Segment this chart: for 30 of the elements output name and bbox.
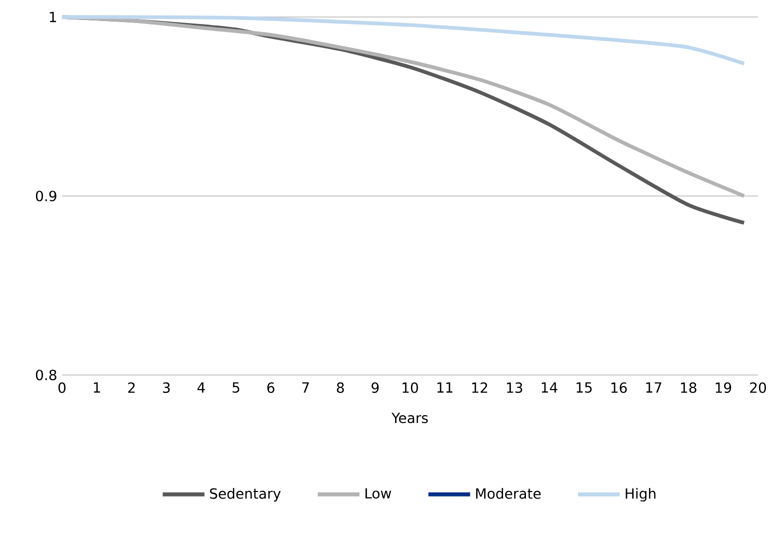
x-tick-label: 20 (750, 382, 766, 393)
x-tick-label: 8 (336, 382, 344, 393)
x-tick-label: 7 (302, 382, 309, 392)
x-tick-label: 1 (94, 382, 100, 392)
x-tick-label: 17 (646, 382, 662, 392)
x-tick-label: 4 (197, 382, 205, 392)
x-tick-label: 19 (716, 382, 732, 393)
x-tick-label: 13 (507, 382, 522, 393)
x-tick-label: 18 (681, 382, 696, 393)
x-axis-title: Years (392, 412, 428, 424)
legend-label: Moderate (476, 488, 541, 499)
x-tick-label: 15 (576, 382, 592, 393)
legend-label: Low (366, 488, 392, 498)
x-tick-label: 10 (402, 382, 418, 393)
x-tick-label: 3 (163, 382, 170, 393)
y-tick-label: 0.8 (36, 370, 56, 380)
x-tick-label: 0 (58, 382, 66, 393)
x-tick-label: 16 (611, 382, 627, 393)
x-tick-label: 12 (472, 382, 488, 393)
x-tick-label: 14 (542, 382, 558, 392)
x-tick-label: 9 (372, 382, 379, 393)
y-tick-label: 0.9 (36, 190, 56, 202)
y-tick-label: 1 (50, 12, 56, 22)
line-series (60, 14, 746, 66)
x-tick-label: 6 (267, 382, 274, 393)
legend-label: Sedentary (210, 488, 281, 502)
legend-label: High (626, 488, 656, 502)
x-tick-label: 11 (437, 382, 452, 392)
x-tick-label: 5 (232, 382, 240, 393)
x-tick-label: 2 (128, 382, 135, 393)
